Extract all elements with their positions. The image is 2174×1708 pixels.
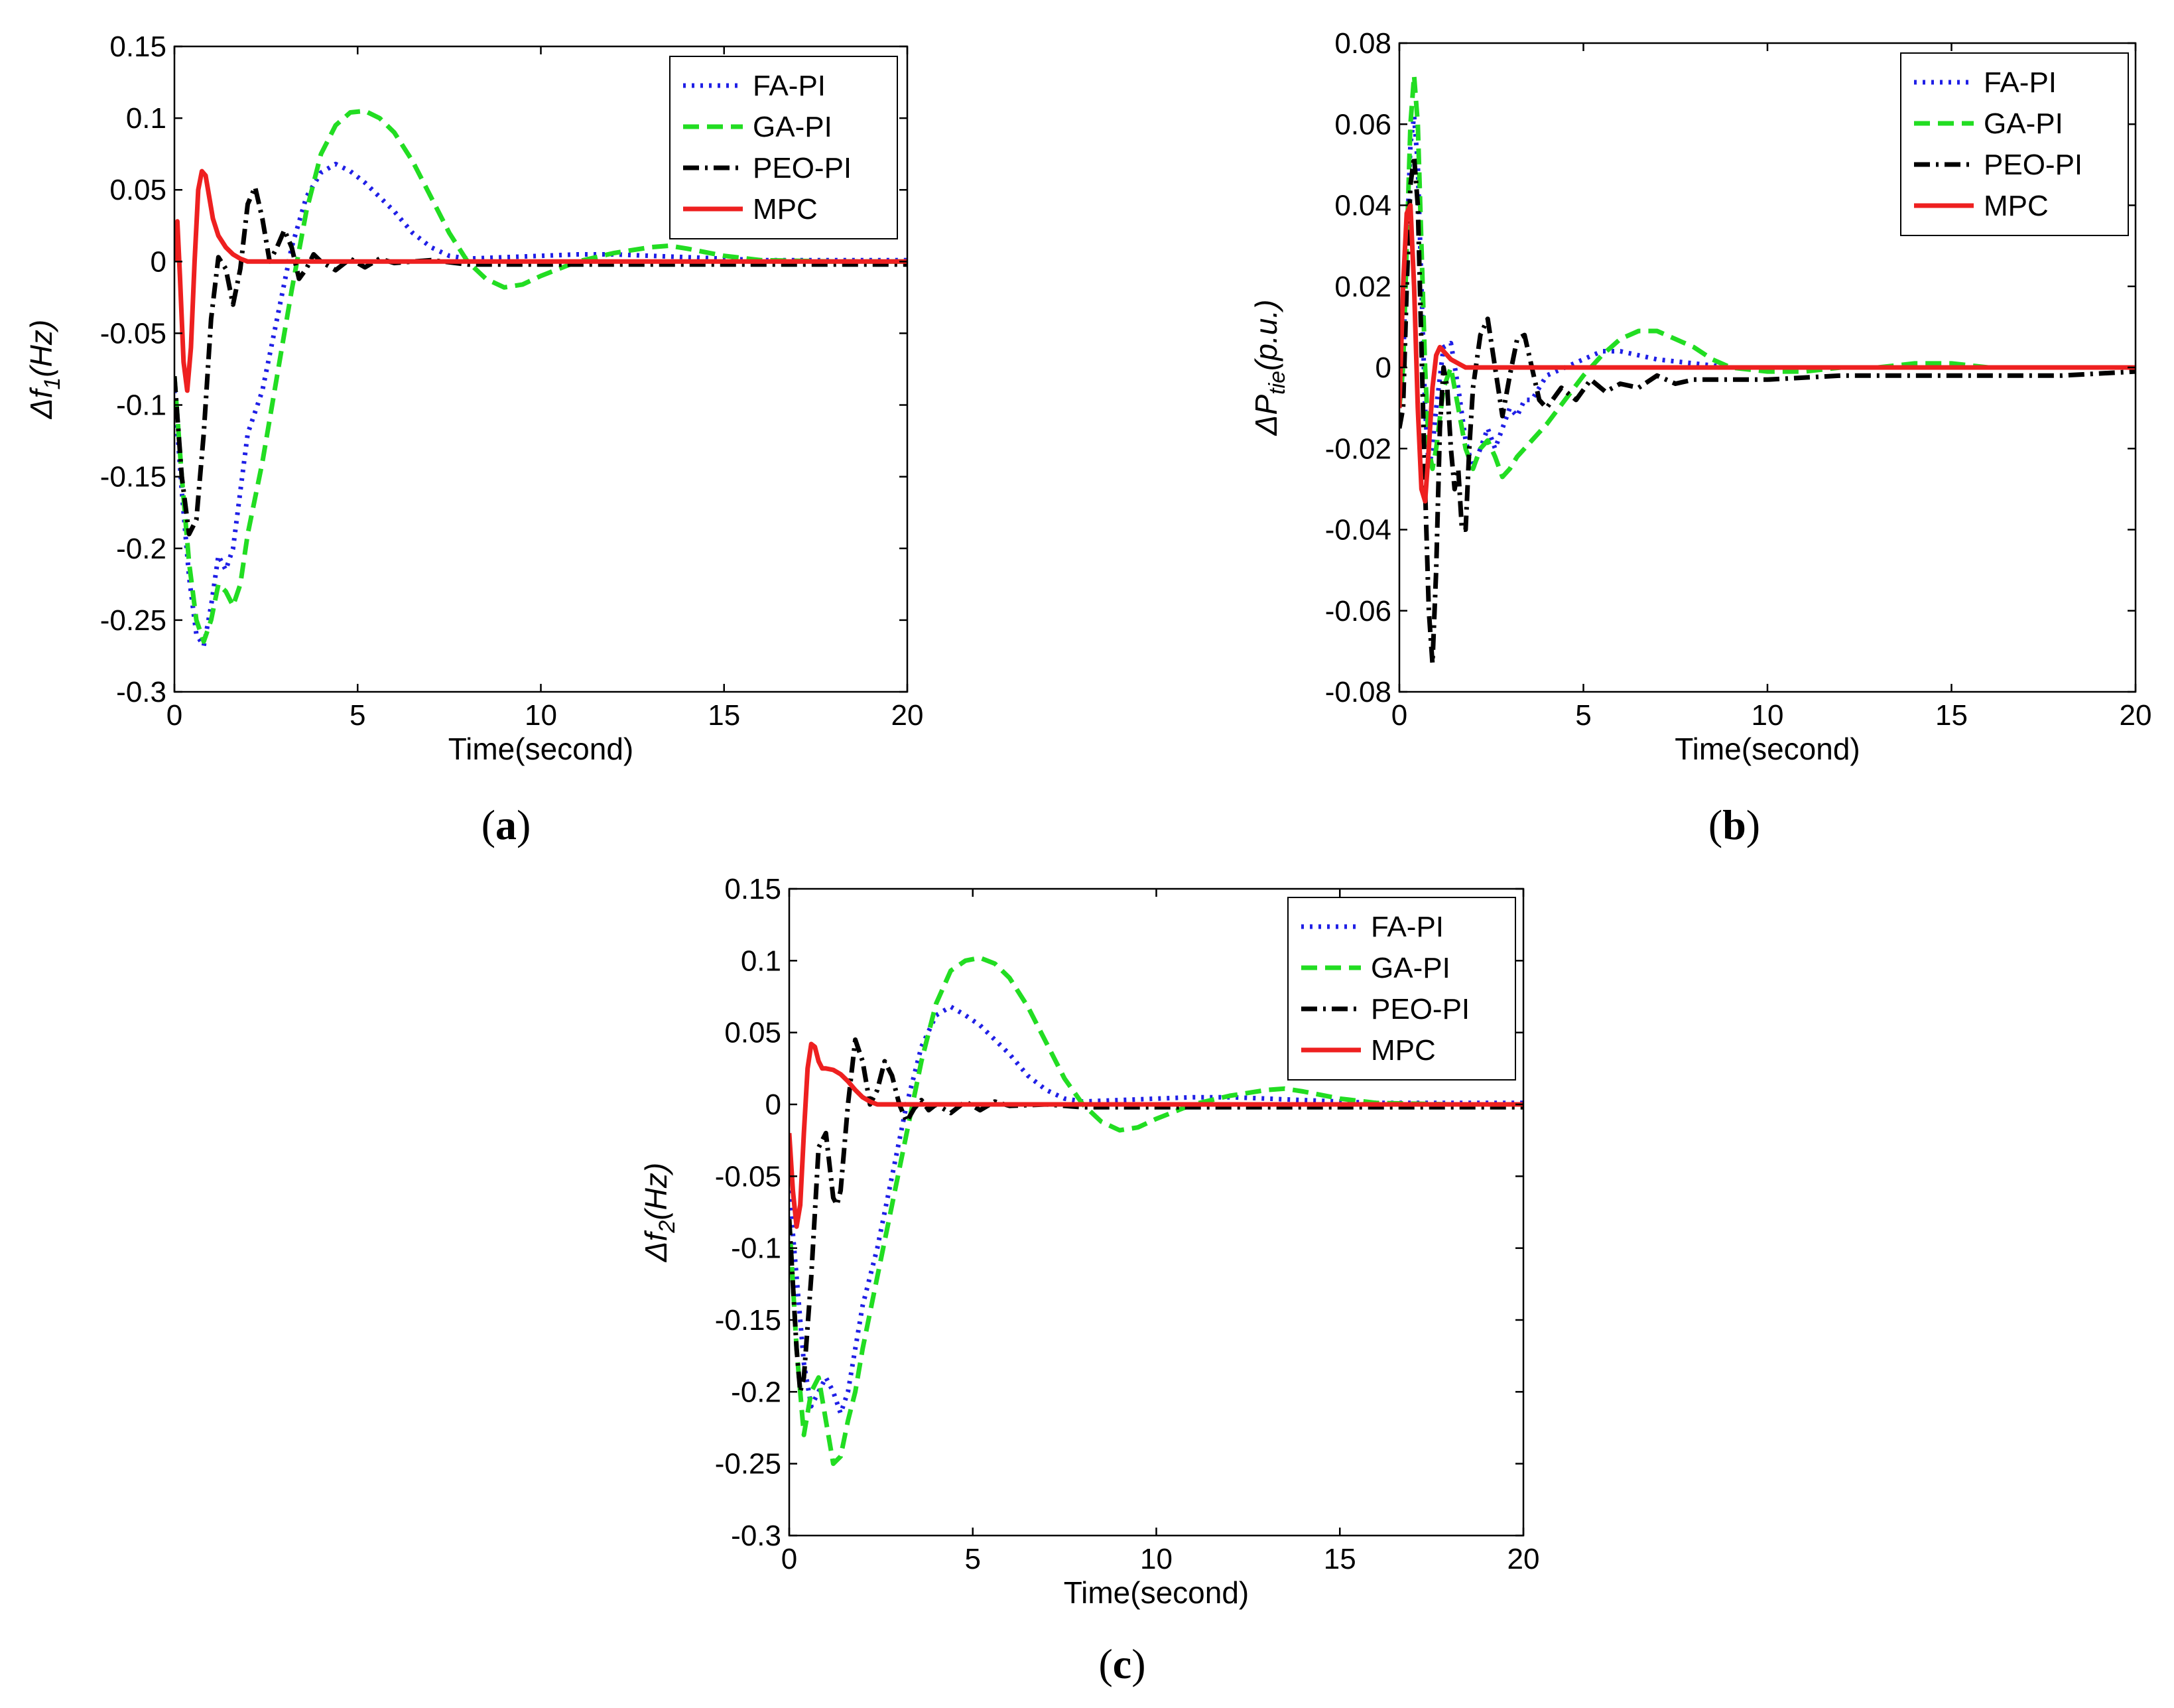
x-tick-label: 10: [1752, 699, 1784, 732]
y-axis-label-sub: 1: [40, 377, 65, 390]
x-tick-label: 15: [1324, 1543, 1356, 1575]
panel-label: (a): [481, 801, 531, 848]
y-tick-label: -0.15: [100, 461, 166, 493]
x-tick-label: 15: [708, 699, 740, 732]
y-axis-label: Δf2(Hz): [639, 1163, 680, 1262]
legend: FA-PI GA-PI PEO-PI MPC: [1287, 897, 1516, 1081]
y-axis-label-main: ΔP: [1249, 395, 1283, 436]
y-axis-label-unit: (Hz): [24, 320, 58, 377]
x-tick-label: 5: [1575, 699, 1591, 732]
y-axis-label-sub: 2: [655, 1220, 680, 1234]
y-axis-label: ΔPtie(p.u.): [1249, 300, 1290, 436]
legend-entry-mpc: MPC: [1984, 190, 2049, 222]
x-axis-label: Time(second): [1675, 732, 1860, 766]
y-tick-label: -0.04: [1325, 514, 1391, 547]
chart-panel-b: 0 5 10 15 20 0.08 0.06 0.04 0.02 0 -0.02 -0.04 -0.06…: [1249, 27, 2151, 848]
series-line-ga-pi: [174, 108, 907, 644]
x-tick-label: 10: [1140, 1543, 1173, 1575]
panel-paren-close: ): [517, 801, 531, 848]
legend-entry-fa-pi: FA-PI: [753, 70, 826, 102]
panel-paren-close: ): [1131, 1640, 1145, 1687]
panel-paren-close: ): [1746, 801, 1760, 848]
y-tick-label: -0.2: [116, 533, 166, 565]
y-axis-label-unit: (Hz): [639, 1163, 673, 1220]
legend-entry-peo-pi: PEO-PI: [1371, 993, 1470, 1025]
panel-letter: a: [495, 801, 517, 848]
y-tick-label: -0.3: [731, 1520, 781, 1552]
y-tick-label: 0.15: [109, 31, 166, 63]
x-tick-label: 0: [781, 1543, 797, 1575]
series-line-mpc: [174, 168, 907, 393]
x-tick-label: 0: [1391, 699, 1407, 732]
x-axis-label: Time(second): [448, 732, 633, 766]
y-tick-label: -0.08: [1325, 676, 1391, 708]
legend-entry-ga-pi: GA-PI: [1984, 107, 2063, 140]
legend-entry-peo-pi: PEO-PI: [753, 152, 852, 184]
y-tick-label: -0.05: [100, 317, 166, 350]
x-tick-label: 15: [1935, 699, 1968, 732]
x-tick-label: 0: [166, 699, 182, 732]
legend-entry-mpc: MPC: [1371, 1034, 1436, 1067]
y-axis-label-sub: tie: [1265, 371, 1290, 395]
panel-paren-open: (: [1708, 801, 1722, 848]
y-tick-label: -0.3: [116, 676, 166, 708]
series-line-ga-pi: [789, 955, 1523, 1467]
chart-panel-a: 0 5 10 15 20 0.15 0.1 0.05 0 -0.05 -0.1 -0.15 -0.2 -0…: [24, 31, 923, 848]
panel-letter: c: [1113, 1640, 1131, 1687]
y-tick-label: 0.02: [1334, 271, 1391, 303]
y-tick-label: 0: [765, 1088, 781, 1121]
y-axis-label-main: Δf: [24, 387, 58, 419]
y-tick-label: -0.25: [100, 604, 166, 637]
y-tick-label: -0.05: [715, 1160, 781, 1193]
y-tick-label: -0.25: [715, 1448, 781, 1480]
y-axis-label: Δf1(Hz): [24, 320, 65, 419]
x-tick-label: 10: [525, 699, 557, 732]
y-tick-label: 0.08: [1334, 27, 1391, 60]
series-line-ga-pi: [1399, 73, 2136, 480]
y-tick-label: -0.02: [1325, 432, 1391, 465]
y-tick-label: 0.04: [1334, 190, 1391, 222]
y-axis-label-unit: (p.u.): [1249, 300, 1283, 371]
legend-entry-fa-pi: FA-PI: [1984, 66, 2057, 99]
x-tick-label: 20: [891, 699, 924, 732]
y-tick-label: 0: [1375, 352, 1391, 384]
y-tick-label: -0.15: [715, 1304, 781, 1337]
y-tick-label: 0: [151, 245, 166, 278]
panel-paren-open: (: [481, 801, 495, 848]
legend-entry-fa-pi: FA-PI: [1371, 911, 1444, 943]
legend: FA-PI GA-PI PEO-PI MPC: [1900, 52, 2129, 236]
series-line-fa-pi: [789, 1004, 1523, 1416]
y-tick-label: 0.1: [126, 102, 166, 135]
x-axis-label: Time(second): [1064, 1575, 1249, 1610]
y-tick-label: 0.05: [109, 174, 166, 206]
y-tick-label: 0.15: [724, 873, 781, 905]
y-axis-label-main: Δf: [639, 1230, 673, 1262]
legend-entry-peo-pi: PEO-PI: [1984, 149, 2082, 181]
series-line-peo-pi: [789, 1037, 1523, 1394]
panel-label: (c): [1098, 1640, 1145, 1687]
panel-letter: b: [1722, 801, 1746, 848]
legend-entry-mpc: MPC: [753, 193, 818, 226]
y-tick-label: 0.1: [741, 945, 781, 977]
series-line-peo-pi: [1399, 154, 2136, 666]
series-line-mpc: [1399, 203, 2136, 504]
legend-entry-ga-pi: GA-PI: [753, 111, 832, 143]
panel-label: (b): [1708, 801, 1760, 848]
legend: FA-PI GA-PI PEO-PI MPC: [669, 56, 898, 239]
x-tick-label: 5: [350, 699, 365, 732]
y-tick-label: -0.1: [731, 1232, 781, 1265]
x-tick-label: 20: [1507, 1543, 1540, 1575]
x-tick-label: 20: [2120, 699, 2152, 732]
chart-panel-c: 0 5 10 15 20 0.15 0.1 0.05 0 -0.05 -0.1 -0.15 -0.2 -0…: [639, 873, 1539, 1687]
y-tick-label: 0.06: [1334, 108, 1391, 141]
y-tick-label: -0.06: [1325, 595, 1391, 627]
y-tick-label: 0.05: [724, 1017, 781, 1049]
series-line-mpc: [789, 1041, 1523, 1229]
x-tick-label: 5: [965, 1543, 981, 1575]
y-tick-label: -0.1: [116, 389, 166, 422]
panel-paren-open: (: [1098, 1640, 1112, 1687]
y-tick-label: -0.2: [731, 1376, 781, 1408]
legend-entry-ga-pi: GA-PI: [1371, 952, 1450, 984]
